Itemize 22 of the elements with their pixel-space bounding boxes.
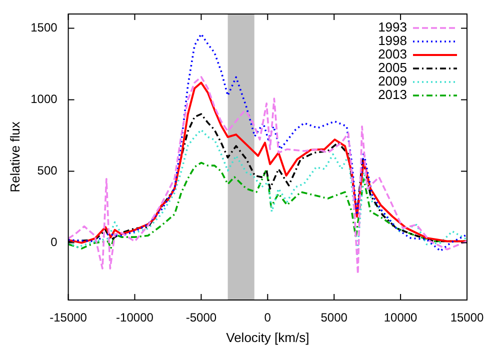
legend-label: 2003 [378, 46, 407, 62]
y-axis-title: Relative flux [7, 121, 22, 192]
y-tick-label: 500 [37, 164, 58, 178]
legend-label: 1998 [378, 33, 407, 48]
y-tick-label: 0 [50, 235, 58, 250]
x-tick-label: -5000 [186, 310, 217, 325]
line-series [68, 128, 467, 256]
x-axis-title: Velocity [km/s] [226, 330, 310, 345]
y-tick-label: 1000 [30, 92, 58, 106]
x-tick-label: 5000 [320, 310, 348, 325]
x-tick-label: -15000 [50, 310, 88, 325]
x-tick-label: -10000 [116, 310, 154, 325]
legend-label: 2013 [378, 87, 407, 102]
legend-label: 2009 [378, 74, 407, 89]
line-series [68, 76, 467, 275]
legend-label: 2005 [378, 60, 407, 76]
x-tick-label: 10000 [384, 310, 418, 325]
legend-label: 1993 [378, 20, 407, 35]
y-tick-label: 1500 [30, 20, 58, 35]
x-tick-label: 0 [264, 310, 272, 325]
line-series [68, 33, 467, 252]
x-tick-label: 15000 [450, 310, 484, 325]
